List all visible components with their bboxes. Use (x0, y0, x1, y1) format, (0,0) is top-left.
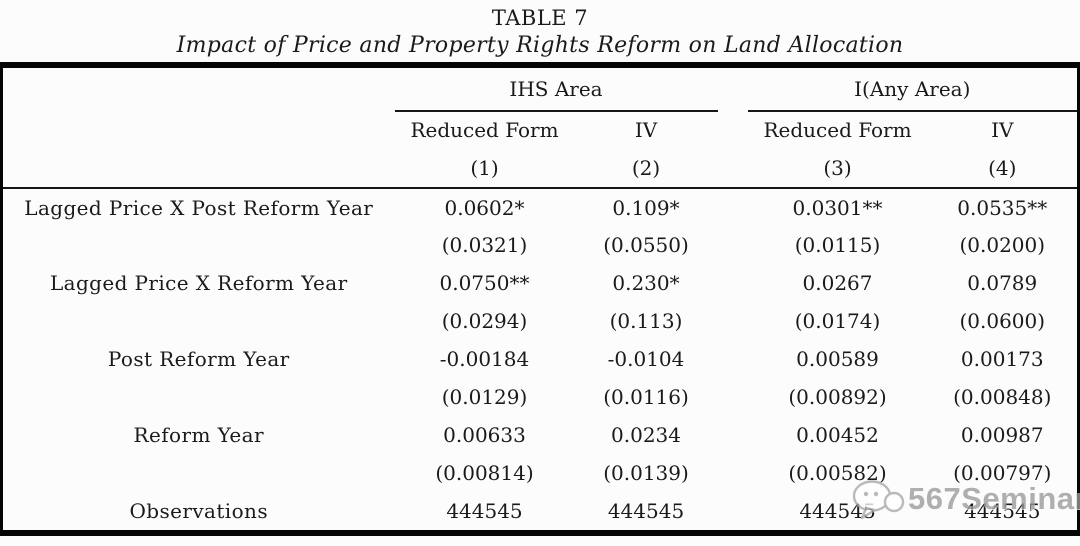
coefficient-cell: -0.0104 (607, 347, 685, 371)
column-header-row: Reduced Form IV Reduced Form IV (2, 111, 1079, 148)
coefficient-cell: -0.00184 (439, 347, 530, 371)
std-error-cell: (0.00814) (435, 461, 534, 485)
coefficient-cell: 0.0234 (611, 423, 681, 447)
table-row: Lagged Price X Reform Year 0.0750** 0.23… (2, 264, 1079, 302)
observations-cell: 444545 (799, 499, 876, 523)
observations-cell: 444545 (446, 499, 523, 523)
observations-cell: 444545 (964, 499, 1041, 523)
group-header-ihs-area: IHS Area (394, 65, 718, 112)
column-gap (718, 492, 748, 533)
column-gap (718, 188, 748, 226)
column-gap (718, 65, 748, 111)
regression-results-table: IHS Area I(Any Area) Reduced Form IV Red… (0, 62, 1080, 536)
row-label: Lagged Price X Post Reform Year (24, 195, 374, 220)
row-label: Post Reform Year (107, 347, 290, 371)
row-label: Reform Year (133, 423, 264, 447)
std-error-cell: (0.00892) (788, 385, 887, 409)
std-error-cell: (0.113) (609, 309, 683, 333)
column-group-row: IHS Area I(Any Area) (2, 65, 1079, 112)
column-gap (718, 111, 748, 148)
column-number: (2) (574, 148, 718, 189)
std-error-cell: (0.0600) (959, 309, 1046, 333)
coefficient-cell: 0.230* (612, 271, 680, 295)
std-error-cell: (0.0129) (441, 385, 528, 409)
coefficient-cell: 0.00987 (960, 423, 1044, 447)
std-error-cell: (0.0200) (959, 233, 1046, 257)
row-label: Observations (129, 499, 268, 523)
column-gap (718, 378, 748, 416)
table-row-std-errors: (0.00814) (0.0139) (0.00582) (0.00797) (2, 454, 1079, 492)
table-row-std-errors: (0.0321) (0.0550) (0.0115) (0.0200) (2, 226, 1079, 264)
column-number: (4) (927, 148, 1079, 189)
column-number: (3) (747, 148, 928, 189)
table-row-std-errors: (0.0294) (0.113) (0.0174) (0.0600) (2, 302, 1079, 340)
column-header: Reduced Form (410, 118, 559, 142)
observations-cell: 444545 (607, 499, 685, 523)
table-number-title: TABLE 7 (491, 6, 589, 30)
column-number-row: (1) (2) (3) (4) (1, 148, 1079, 189)
column-gap (718, 454, 748, 492)
empty-stub-cell (1, 148, 395, 189)
std-error-cell: (0.00582) (788, 461, 887, 485)
std-error-cell: (0.0174) (794, 309, 881, 333)
empty-stub-cell (2, 302, 395, 340)
coefficient-cell: 0.0267 (802, 271, 873, 295)
table-row: Post Reform Year -0.00184 -0.0104 0.0058… (2, 340, 1079, 378)
empty-stub-cell (2, 454, 395, 492)
table-row: Lagged Price X Post Reform Year 0.0602* … (2, 188, 1079, 226)
column-header: IV (991, 118, 1014, 142)
coefficient-cell: 0.00589 (796, 347, 879, 371)
table-caption: TABLE 7 Impact of Price and Property Rig… (0, 0, 1080, 62)
std-error-cell: (0.0115) (794, 233, 881, 257)
table-row: Reform Year 0.00633 0.0234 0.00452 0.009… (2, 416, 1079, 454)
column-gap (718, 226, 748, 264)
column-gap (717, 148, 748, 189)
column-number: (1) (394, 148, 575, 189)
group-header-any-area: I(Any Area) (747, 65, 1079, 112)
empty-stub-cell (2, 111, 395, 148)
coefficient-cell: 0.00633 (443, 423, 526, 447)
table-subtitle: Impact of Price and Property Rights Refo… (176, 33, 904, 58)
coefficient-cell: 0.00452 (796, 423, 879, 447)
column-gap (718, 302, 748, 340)
coefficient-cell: 0.0789 (967, 271, 1038, 295)
coefficient-cell: 0.109* (612, 195, 680, 220)
empty-stub-cell (2, 65, 395, 111)
std-error-cell: (0.00848) (953, 385, 1052, 409)
column-header: IV (634, 118, 658, 142)
observations-row: Observations 444545 444545 444545 444545 (2, 492, 1079, 533)
std-error-cell: (0.0116) (603, 385, 689, 409)
coefficient-cell: 0.00173 (960, 347, 1044, 371)
coefficient-cell: 0.0602* (444, 195, 525, 220)
column-gap (718, 340, 748, 378)
column-gap (718, 416, 748, 454)
coefficient-cell: 0.0301** (792, 195, 883, 220)
coefficient-cell: 0.0750** (439, 271, 530, 295)
std-error-cell: (0.0550) (603, 233, 689, 257)
coefficient-cell: 0.0535** (957, 195, 1048, 220)
std-error-cell: (0.0294) (441, 309, 528, 333)
column-gap (718, 264, 748, 302)
column-header: Reduced Form (763, 118, 912, 142)
std-error-cell: (0.00797) (953, 461, 1052, 485)
row-label: Lagged Price X Reform Year (49, 271, 348, 295)
std-error-cell: (0.0139) (603, 461, 689, 485)
std-error-cell: (0.0321) (441, 233, 528, 257)
empty-stub-cell (2, 226, 395, 264)
table-row-std-errors: (0.0129) (0.0116) (0.00892) (0.00848) (2, 378, 1079, 416)
empty-stub-cell (2, 378, 395, 416)
